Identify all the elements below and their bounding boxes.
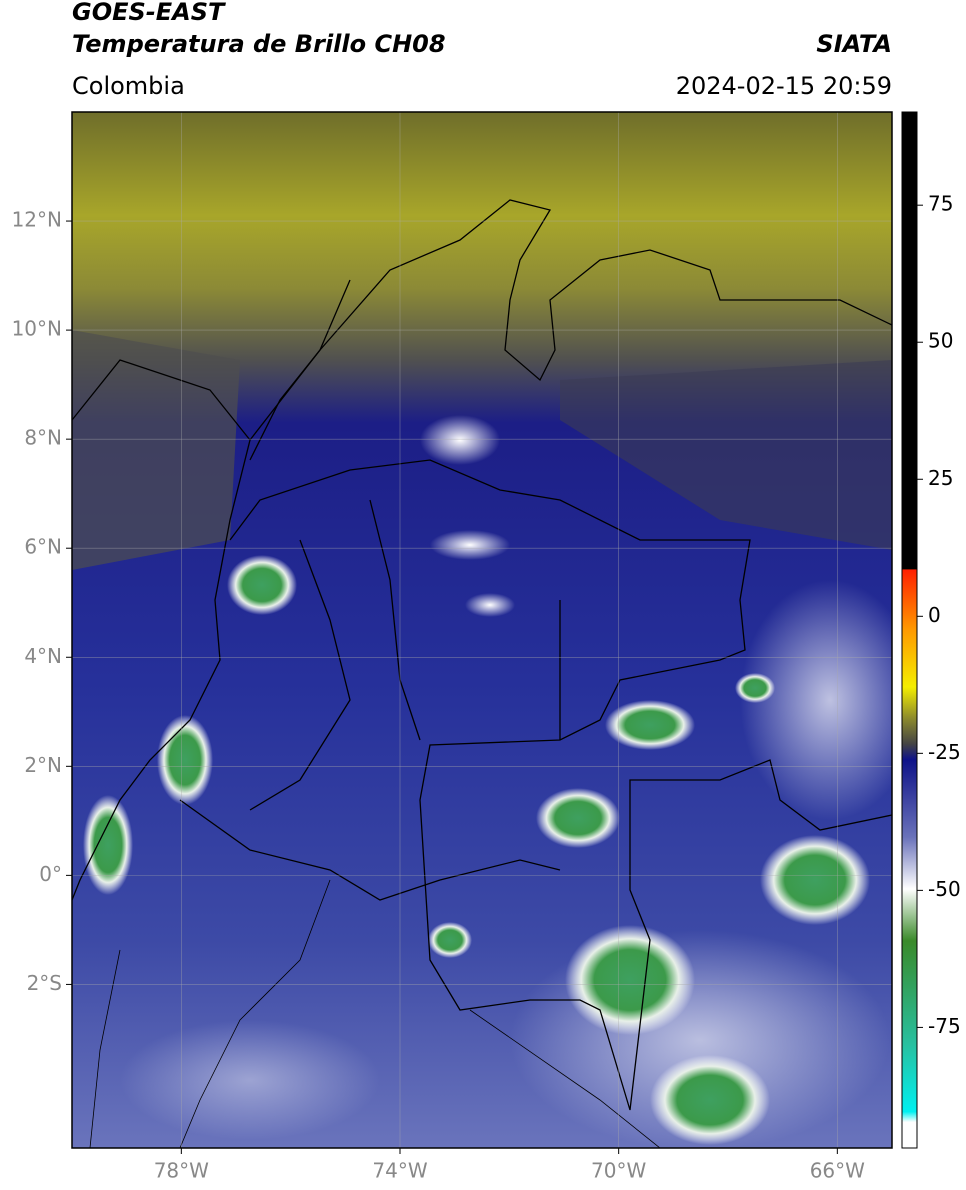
y-tick-label: 12°N (12, 208, 62, 232)
subtitle: Temperatura de Brillo CH08 (72, 30, 446, 58)
region: Colombia (72, 72, 185, 100)
graticule (72, 112, 892, 1148)
colorbar-tick-label: 25 (928, 466, 953, 490)
y-tick-label: 4°N (24, 644, 62, 668)
x-tick-label: 66°W (810, 1159, 865, 1183)
colorbar-tick-label: -25 (928, 740, 961, 764)
datetime: 2024-02-15 20:59 (676, 72, 892, 100)
y-tick-label: 10°N (12, 317, 62, 341)
source: SIATA (816, 30, 892, 58)
colorbar-tick-label: 50 (928, 329, 953, 353)
y-tick-label: 6°N (24, 535, 62, 559)
colorbar-tick-label: 0 (928, 603, 941, 627)
map-frame (71, 111, 893, 1149)
x-tick-label: 74°W (372, 1159, 427, 1183)
x-tick-label: 70°W (591, 1159, 646, 1183)
colorbar-tick-label: 75 (928, 192, 953, 216)
colorbar (901, 111, 918, 1149)
y-tick-label: 2°S (27, 971, 62, 995)
y-tick-label: 0° (39, 862, 62, 886)
title: GOES-EAST (72, 0, 226, 26)
x-tick-label: 78°W (154, 1159, 209, 1183)
colorbar-tick-label: -50 (928, 877, 961, 901)
y-tick-label: 2°N (24, 753, 62, 777)
y-tick-label: 8°N (24, 426, 62, 450)
satellite-image (72, 112, 892, 1148)
colorbar-tick-label: -75 (928, 1014, 961, 1038)
